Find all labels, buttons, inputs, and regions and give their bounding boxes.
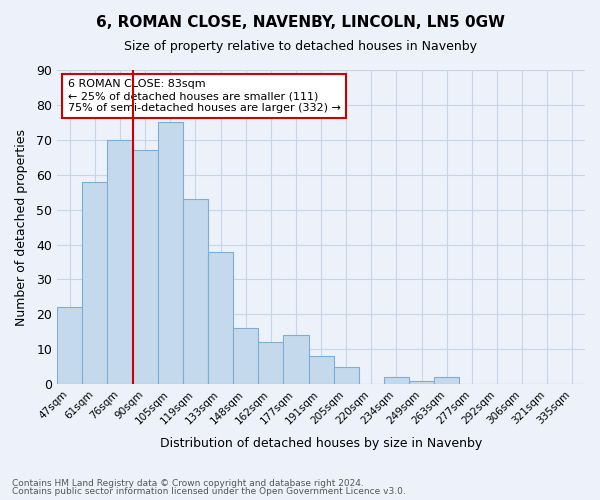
Text: 6 ROMAN CLOSE: 83sqm
← 25% of detached houses are smaller (111)
75% of semi-deta: 6 ROMAN CLOSE: 83sqm ← 25% of detached h…	[68, 80, 341, 112]
X-axis label: Distribution of detached houses by size in Navenby: Distribution of detached houses by size …	[160, 437, 482, 450]
Bar	[82, 182, 107, 384]
Text: Contains HM Land Registry data © Crown copyright and database right 2024.: Contains HM Land Registry data © Crown c…	[12, 478, 364, 488]
Bar	[208, 252, 233, 384]
Bar	[434, 377, 460, 384]
Bar	[57, 308, 82, 384]
Bar	[133, 150, 158, 384]
Bar	[334, 366, 359, 384]
Bar	[409, 380, 434, 384]
Text: Size of property relative to detached houses in Navenby: Size of property relative to detached ho…	[124, 40, 476, 53]
Bar	[384, 377, 409, 384]
Bar	[258, 342, 283, 384]
Bar	[308, 356, 334, 384]
Bar	[233, 328, 258, 384]
Text: 6, ROMAN CLOSE, NAVENBY, LINCOLN, LN5 0GW: 6, ROMAN CLOSE, NAVENBY, LINCOLN, LN5 0G…	[95, 15, 505, 30]
Text: Contains public sector information licensed under the Open Government Licence v3: Contains public sector information licen…	[12, 487, 406, 496]
Y-axis label: Number of detached properties: Number of detached properties	[15, 128, 28, 326]
Bar	[183, 199, 208, 384]
Bar	[283, 336, 308, 384]
Bar	[107, 140, 133, 384]
Bar	[158, 122, 183, 384]
